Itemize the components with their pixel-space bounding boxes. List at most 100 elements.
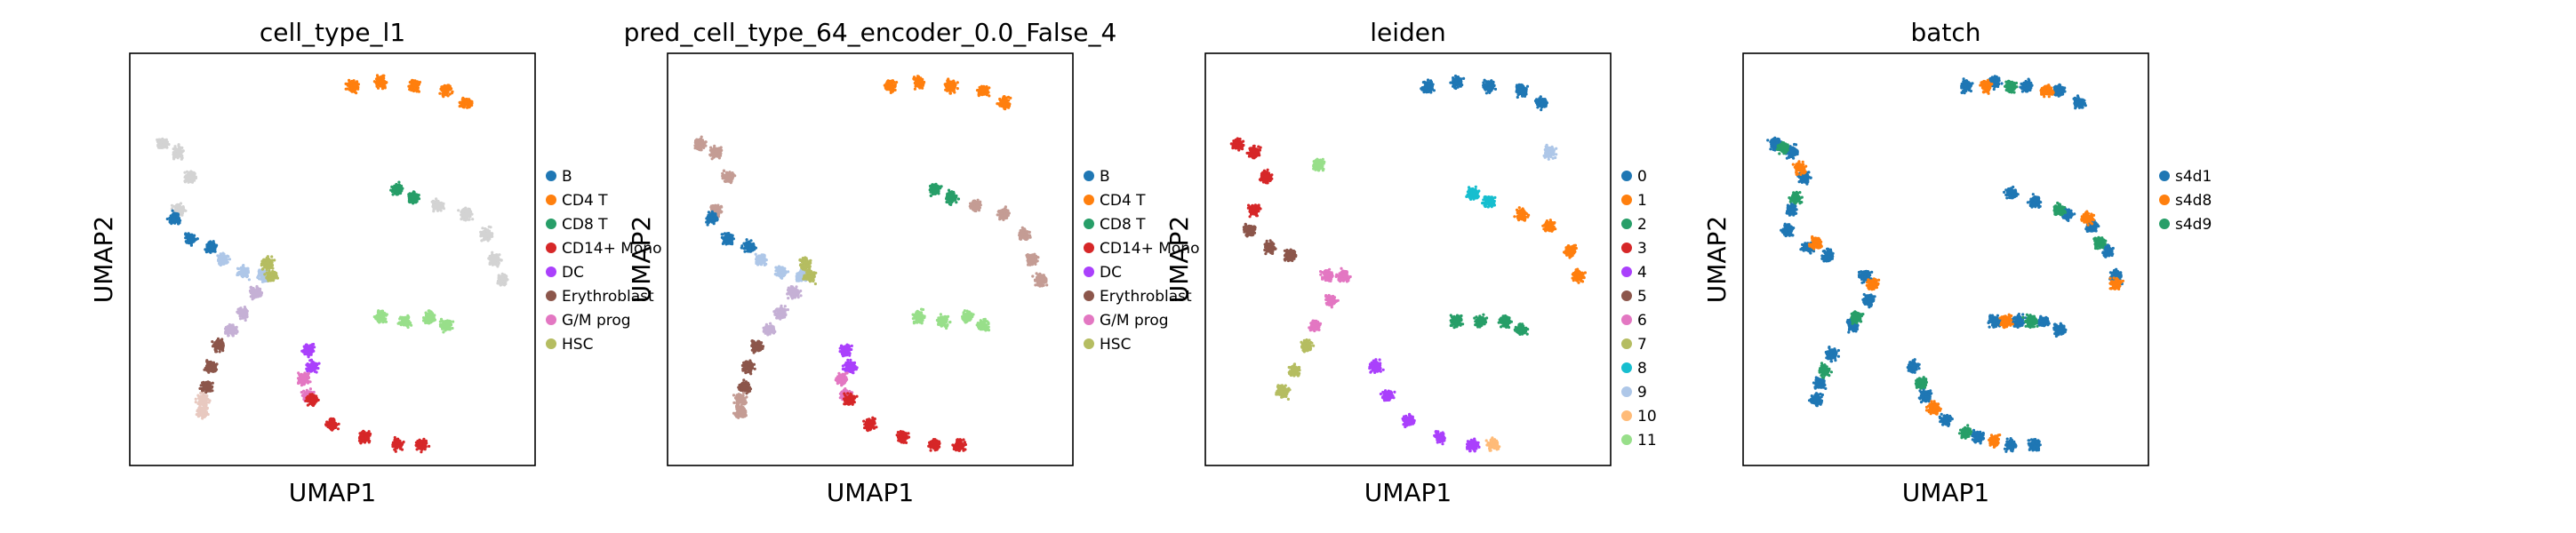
- point: [201, 388, 204, 392]
- point: [315, 400, 318, 403]
- point: [204, 387, 208, 391]
- plot-frame: [667, 52, 1074, 466]
- plot-frame: [129, 52, 536, 466]
- legend-marker: [546, 195, 556, 205]
- point: [213, 248, 217, 251]
- point: [191, 171, 195, 175]
- point: [328, 418, 332, 421]
- point: [188, 179, 191, 183]
- point: [400, 448, 404, 451]
- point: [356, 80, 359, 84]
- point: [389, 188, 393, 192]
- point: [355, 91, 358, 95]
- point: [309, 353, 313, 356]
- point: [422, 442, 426, 446]
- point: [408, 199, 412, 203]
- point: [215, 243, 219, 247]
- point: [200, 411, 204, 415]
- point: [213, 365, 217, 369]
- legend-marker: [546, 243, 556, 253]
- point: [171, 209, 174, 212]
- point: [380, 87, 385, 91]
- point: [429, 314, 433, 317]
- legend-marker: [546, 266, 556, 277]
- point: [245, 313, 249, 316]
- point: [487, 225, 491, 228]
- point: [266, 255, 269, 259]
- point: [205, 394, 209, 398]
- point: [204, 249, 208, 252]
- point: [435, 203, 438, 207]
- point: [450, 91, 453, 95]
- point: [266, 260, 269, 264]
- point: [188, 233, 192, 236]
- point: [183, 171, 187, 174]
- point: [464, 100, 468, 104]
- point: [500, 275, 503, 279]
- point: [353, 86, 356, 90]
- y-axis-label: UMAP2: [89, 216, 118, 304]
- point: [307, 371, 310, 376]
- point: [332, 418, 336, 421]
- point: [197, 410, 201, 413]
- point: [314, 397, 317, 401]
- point: [308, 387, 312, 391]
- point: [181, 149, 185, 153]
- point: [436, 199, 440, 203]
- point: [197, 400, 201, 403]
- point: [306, 389, 309, 393]
- point: [404, 319, 408, 322]
- point: [347, 83, 350, 86]
- point: [422, 437, 426, 441]
- point: [207, 386, 211, 389]
- panel-title: pred_cell_type_64_encoder_0.0_False_4: [624, 18, 1117, 47]
- point: [205, 369, 209, 372]
- point: [365, 432, 369, 435]
- point: [351, 80, 355, 84]
- point: [438, 320, 442, 323]
- legend-item: CD8 T: [546, 216, 608, 234]
- point: [315, 362, 318, 366]
- point: [460, 98, 464, 101]
- legend-marker: [546, 314, 556, 325]
- point: [398, 191, 402, 195]
- point: [428, 317, 432, 321]
- point: [406, 314, 410, 317]
- point: [505, 278, 508, 282]
- point: [395, 183, 398, 187]
- point: [236, 266, 240, 270]
- point: [492, 253, 496, 257]
- point: [327, 424, 331, 427]
- point: [491, 259, 494, 262]
- point: [428, 311, 431, 314]
- point: [214, 368, 218, 371]
- point: [380, 314, 383, 318]
- point: [204, 382, 208, 386]
- point: [494, 255, 499, 259]
- point: [452, 320, 455, 323]
- point: [305, 350, 309, 354]
- point: [407, 320, 411, 323]
- point: [245, 271, 249, 274]
- point: [394, 449, 397, 453]
- point: [236, 307, 240, 311]
- point: [379, 80, 382, 84]
- point: [418, 80, 421, 84]
- point: [255, 286, 259, 290]
- point: [349, 82, 353, 85]
- point: [461, 212, 465, 216]
- point: [211, 368, 214, 371]
- point: [202, 397, 205, 402]
- point: [224, 325, 228, 330]
- point: [444, 328, 447, 331]
- point: [165, 146, 169, 149]
- legend-marker: [546, 290, 556, 301]
- point: [221, 345, 225, 348]
- point: [303, 377, 307, 380]
- point: [202, 383, 205, 386]
- point: [446, 94, 450, 98]
- scatter-points: [156, 74, 509, 454]
- point: [381, 78, 385, 82]
- point: [443, 322, 446, 325]
- point: [208, 388, 212, 392]
